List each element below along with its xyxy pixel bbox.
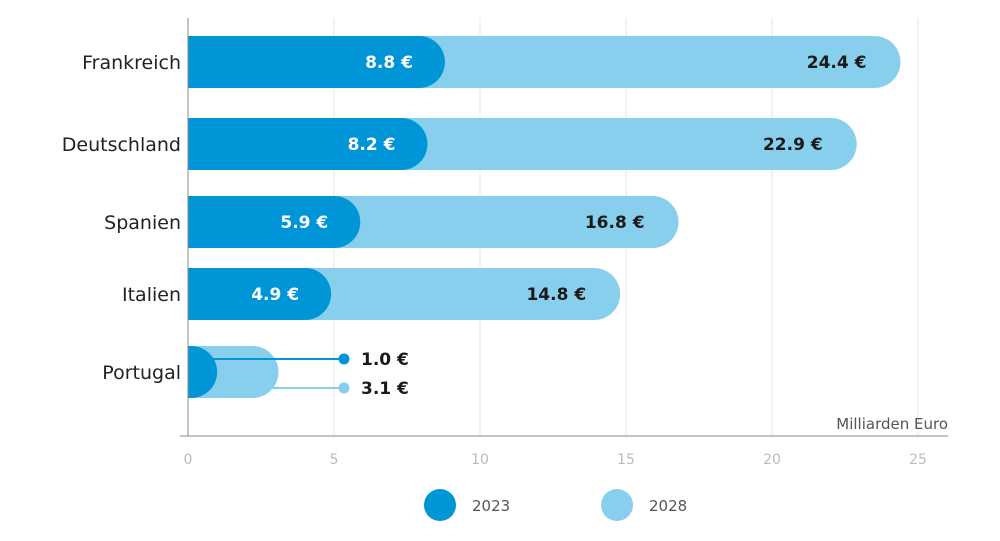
x-tick-label-10: 10 <box>471 452 489 468</box>
data-label-2023-spanien: 5.9 € <box>280 213 328 233</box>
axes-group: 0 5 10 15 20 25 <box>180 18 948 468</box>
x-axis-unit-label: Milliarden Euro <box>836 415 948 433</box>
category-label-portugal: Portugal <box>102 362 181 384</box>
category-label-spanien: Spanien <box>104 212 181 234</box>
x-tick-label-15: 15 <box>617 452 635 468</box>
legend-swatch-2023 <box>424 489 456 521</box>
data-label-2028-portugal: 3.1 € <box>361 379 409 399</box>
legend-label-2023: 2023 <box>472 497 510 515</box>
x-tick-label-20: 20 <box>763 452 781 468</box>
bar-2023-frankreich <box>188 36 445 88</box>
data-label-2028-frankreich: 24.4 € <box>807 53 867 73</box>
bar-2023-spanien <box>188 196 361 248</box>
data-label-2028-deutschland: 22.9 € <box>763 135 823 155</box>
x-tick-label-5: 5 <box>330 452 339 468</box>
data-label-2023-italien: 4.9 € <box>251 285 299 305</box>
legend: 2023 2028 <box>424 489 687 521</box>
data-label-2028-italien: 14.8 € <box>526 285 586 305</box>
category-label-deutschland: Deutschland <box>62 134 181 156</box>
x-tick-label-0: 0 <box>184 452 193 468</box>
data-label-2023-portugal: 1.0 € <box>361 350 409 370</box>
callout-dot-2023 <box>338 353 350 365</box>
data-label-2023-frankreich: 8.8 € <box>365 53 413 73</box>
data-label-2028-spanien: 16.8 € <box>585 213 645 233</box>
category-label-frankreich: Frankreich <box>82 52 181 74</box>
labels-group: Frankreich 8.8 € 24.4 € Deutschland 8.2 € 22.… <box>62 52 867 399</box>
data-label-2023-deutschland: 8.2 € <box>348 135 396 155</box>
callout-dot-2028 <box>338 382 350 394</box>
legend-swatch-2028 <box>601 489 633 521</box>
x-tick-label-25: 25 <box>909 452 927 468</box>
legend-label-2028: 2028 <box>649 497 687 515</box>
bars-group <box>188 36 901 398</box>
bar-2023-italien <box>188 268 332 320</box>
bar-2023-deutschland <box>188 118 428 170</box>
category-label-italien: Italien <box>122 284 181 306</box>
